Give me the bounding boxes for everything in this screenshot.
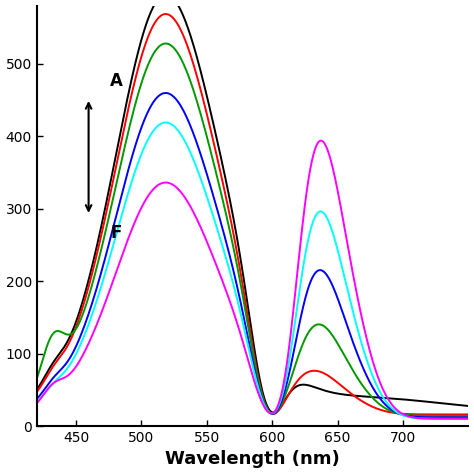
Text: A: A — [110, 72, 123, 90]
Text: F: F — [110, 224, 121, 242]
X-axis label: Wavelength (nm): Wavelength (nm) — [165, 450, 340, 468]
